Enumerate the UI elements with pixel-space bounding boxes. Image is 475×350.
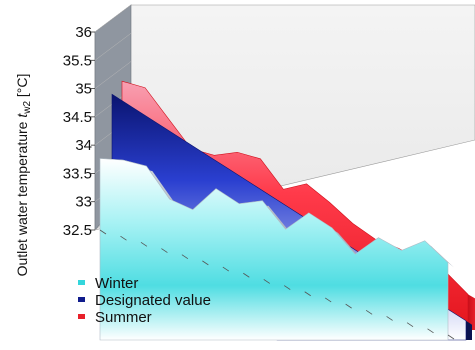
y-axis-title: Outlet water temperature tw2 [°C] bbox=[14, 74, 33, 277]
legend-item-summer: Summer bbox=[78, 309, 152, 326]
x-tick-mark bbox=[140, 242, 148, 247]
x-tick-mark bbox=[263, 279, 270, 284]
x-tick-mark bbox=[243, 272, 250, 278]
gridline bbox=[94, 4, 132, 33]
x-tick-mark bbox=[345, 303, 352, 309]
x-tick-mark bbox=[324, 297, 332, 303]
x-tick-mark bbox=[202, 260, 209, 266]
legend-swatch-summer bbox=[78, 314, 85, 319]
x-tick-mark bbox=[120, 235, 127, 241]
winter-area bbox=[99, 158, 449, 341]
y-axis-title-unit: [°C] bbox=[14, 74, 30, 101]
gridline bbox=[94, 33, 132, 61]
x-tick-mark bbox=[304, 291, 311, 297]
y-tick-label: 34 bbox=[75, 137, 92, 154]
y-tick-label: 34.5 bbox=[63, 109, 92, 126]
legend-swatch-winter bbox=[78, 280, 85, 285]
y-tick-label: 33.5 bbox=[63, 165, 92, 182]
x-tick-mark bbox=[365, 309, 373, 315]
y-tick-label: 33 bbox=[75, 194, 92, 211]
y-tick-label: 32.5 bbox=[63, 222, 92, 239]
summer-side-face bbox=[468, 294, 475, 330]
x-tick-mark bbox=[406, 322, 414, 327]
svg-text:Outlet water temperature tw2 [: Outlet water temperature tw2 [°C] bbox=[14, 74, 33, 277]
legend-label-winter: Winter bbox=[95, 275, 138, 292]
x-tick-mark bbox=[99, 229, 107, 235]
legend-label-designated: Designated value bbox=[95, 292, 211, 309]
x-tick-mark bbox=[386, 316, 393, 321]
designated-side-face bbox=[466, 320, 472, 340]
y-tick-labels: 36 35.5 35 34.5 34 33.5 33 32.5 bbox=[63, 24, 92, 239]
x-tick-mark bbox=[161, 248, 168, 253]
y-axis-title-subscript: w2 bbox=[22, 101, 33, 115]
gridline bbox=[94, 61, 132, 89]
legend-item-designated: Designated value bbox=[78, 292, 211, 309]
legend-label-summer: Summer bbox=[95, 309, 152, 326]
y-axis-title-variable: t bbox=[14, 113, 30, 118]
legend-item-winter: Winter bbox=[78, 275, 138, 292]
x-axis-ticks bbox=[99, 229, 455, 340]
x-tick-mark bbox=[181, 254, 189, 260]
x-tick-mark bbox=[447, 334, 455, 340]
y-axis-title-prefix: Outlet water temperature bbox=[14, 118, 30, 277]
y-tick-label: 35.5 bbox=[63, 52, 92, 69]
x-tick-mark bbox=[427, 328, 434, 334]
legend-swatch-designated bbox=[78, 297, 85, 302]
x-tick-mark bbox=[222, 266, 230, 272]
y-tick-label: 35 bbox=[75, 81, 92, 98]
series-winter bbox=[99, 158, 454, 341]
y-tick-label: 36 bbox=[75, 24, 92, 41]
legend: Winter Designated value Summer bbox=[78, 275, 211, 326]
x-tick-mark bbox=[284, 285, 291, 290]
